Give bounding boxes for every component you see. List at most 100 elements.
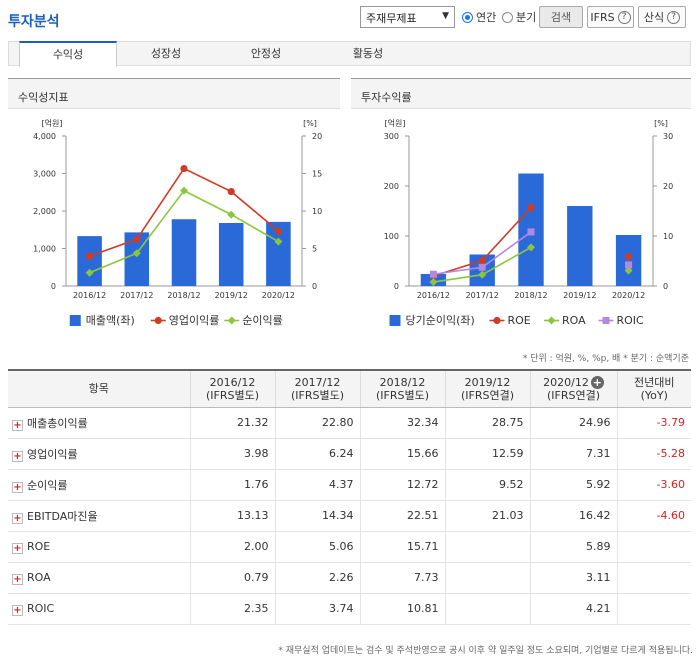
value-cell: 21.03: [444, 500, 530, 532]
value-cell: 1.76: [189, 469, 275, 501]
bar: [171, 219, 197, 286]
value-cell: 9.52: [444, 469, 530, 501]
legend-label: ROA: [562, 314, 586, 327]
add-column-icon[interactable]: +: [590, 375, 604, 389]
row-label: EBITDA마진율: [27, 509, 98, 523]
investment-chart: [억원] [%] 0 100 200 300 0 10 20 30 2016/12 2017/12 20…: [384, 118, 673, 327]
chart-panel-investment: 투자수익률 [억원] [%] 0 100 200 300 0 10 20 30 2016/12 201…: [351, 78, 691, 336]
right-tick-label: 20: [312, 132, 322, 141]
row-label-cell[interactable]: + ROE: [8, 531, 190, 563]
header-line: 2019/12: [464, 375, 511, 389]
left-axis-unit: [억원]: [42, 118, 63, 128]
series-point: [274, 237, 283, 246]
tab-growth[interactable]: 성장성: [150, 47, 182, 60]
value-cell: [444, 593, 530, 625]
row-label-cell[interactable]: + 순이익률: [8, 469, 190, 501]
value-cell: 15.71: [359, 531, 445, 563]
header-period: 2018/12 (IFRS별도): [359, 370, 445, 408]
tab-activity[interactable]: 활동성: [352, 47, 384, 60]
expand-icon[interactable]: +: [12, 481, 23, 493]
value-cell: 12.72: [359, 469, 445, 501]
profitability-chart: [억원] [%] 0 1,000 2,000 3,000 4,000 0 5 10 15 20 2016…: [33, 118, 322, 327]
series-point: [133, 235, 141, 243]
legend-label: 영업이익률: [169, 314, 220, 327]
series-point: [274, 227, 282, 235]
legend-item: 당기순이익(좌): [389, 314, 475, 327]
bar: [567, 206, 593, 286]
radio-quarter[interactable]: 분기: [502, 9, 536, 25]
analysis-tabs: 수익성 성장성 안정성 활동성: [8, 41, 691, 67]
legend-marker: [547, 316, 556, 325]
row-label: 매출총이익률: [27, 416, 88, 430]
page-title: 투자분석: [8, 14, 60, 30]
header-item: 항목: [8, 370, 190, 408]
row-label-cell[interactable]: + ROA: [8, 562, 190, 594]
header-line: (IFRS연결): [460, 388, 515, 402]
header-line: 항목: [88, 382, 109, 396]
row-label: ROIC: [27, 601, 55, 615]
legend-label: 당기순이익(좌): [406, 314, 475, 327]
legend-marker: [154, 316, 162, 325]
left-tick-label: 4,000: [33, 132, 56, 141]
row-label-cell[interactable]: + 영업이익률: [8, 438, 190, 470]
row-label: ROA: [27, 570, 51, 584]
expand-icon[interactable]: +: [12, 604, 23, 616]
table-header-row: 항목 2016/12 (IFRS별도) 2017/12 (IFRS별도) 2018/…: [8, 370, 691, 408]
formula-label: 산식: [643, 11, 665, 24]
value-cell: 5.89: [529, 531, 617, 563]
right-tick-label: 30: [663, 132, 673, 141]
formula-help-button[interactable]: 산식 ?: [638, 6, 686, 28]
search-button[interactable]: 검색: [539, 6, 583, 28]
ifrs-help-button[interactable]: IFRS ?: [587, 6, 634, 28]
series-point: [429, 278, 438, 287]
table-row: + 영업이익률 3.98 6.24 15.66 12.59 7.31 -5.28: [8, 438, 691, 470]
value-cell: 10.81: [359, 593, 445, 625]
legend-label: 매출액(좌): [86, 314, 135, 327]
legend-label: ROE: [508, 314, 531, 327]
header-period: 2017/12 (IFRS별도): [274, 370, 360, 408]
value-cell: 0.79: [189, 562, 275, 594]
legend-item: ROIC: [598, 314, 644, 327]
expand-icon[interactable]: +: [12, 450, 23, 462]
yoy-cell: -3.60: [616, 469, 691, 501]
row-label-cell[interactable]: + EBITDA마진율: [8, 500, 190, 532]
series-point: [478, 270, 487, 279]
series-point: [625, 261, 633, 269]
header-line: 2016/12: [209, 375, 256, 389]
radio-unchecked-icon: [502, 11, 513, 23]
expand-icon[interactable]: +: [12, 573, 23, 585]
series-point: [429, 270, 437, 278]
value-cell: 2.26: [274, 562, 360, 594]
legend-item: ROE: [489, 314, 531, 327]
tab-profitability[interactable]: 수익성: [19, 41, 117, 67]
value-cell: 12.59: [444, 438, 530, 470]
right-tick-label: 10: [312, 207, 322, 216]
header-line: (IFRS별도): [205, 388, 260, 402]
row-label: ROE: [27, 539, 51, 553]
table-row: + 매출총이익률 21.32 22.80 32.34 28.75 24.96 -3.79: [8, 407, 691, 439]
chart-title: 수익성지표: [8, 79, 340, 109]
right-tick-label: 5: [312, 245, 317, 254]
x-tick-label: 2020/12: [262, 291, 295, 300]
expand-icon[interactable]: +: [12, 542, 23, 554]
right-tick-label: 0: [312, 282, 317, 291]
tab-stability[interactable]: 안정성: [250, 47, 282, 60]
table-row: + 순이익률 1.76 4.37 12.72 9.52 5.92 -3.60: [8, 469, 691, 501]
chevron-down-icon: ▼: [442, 11, 449, 21]
row-label-cell[interactable]: + 매출총이익률: [8, 407, 190, 439]
legend-swatch: [69, 315, 81, 326]
statement-select-value: 주재무제표: [366, 12, 417, 25]
expand-icon[interactable]: +: [12, 419, 23, 431]
radio-annual[interactable]: 연간: [462, 9, 496, 25]
statement-select[interactable]: 주재무제표 ▼: [360, 6, 455, 28]
expand-icon[interactable]: +: [12, 512, 23, 524]
bar: [615, 235, 642, 286]
table-row: + ROIC 2.35 3.74 10.81 4.21: [8, 593, 691, 625]
left-tick-label: 2,000: [33, 207, 56, 216]
row-label-cell[interactable]: + ROIC: [8, 593, 190, 625]
header-line: 2020/12: [543, 375, 589, 389]
value-cell: 2.00: [189, 531, 275, 563]
yoy-cell: -5.28: [616, 438, 691, 470]
x-tick-label: 2016/12: [73, 291, 106, 300]
value-cell: 4.37: [274, 469, 360, 501]
